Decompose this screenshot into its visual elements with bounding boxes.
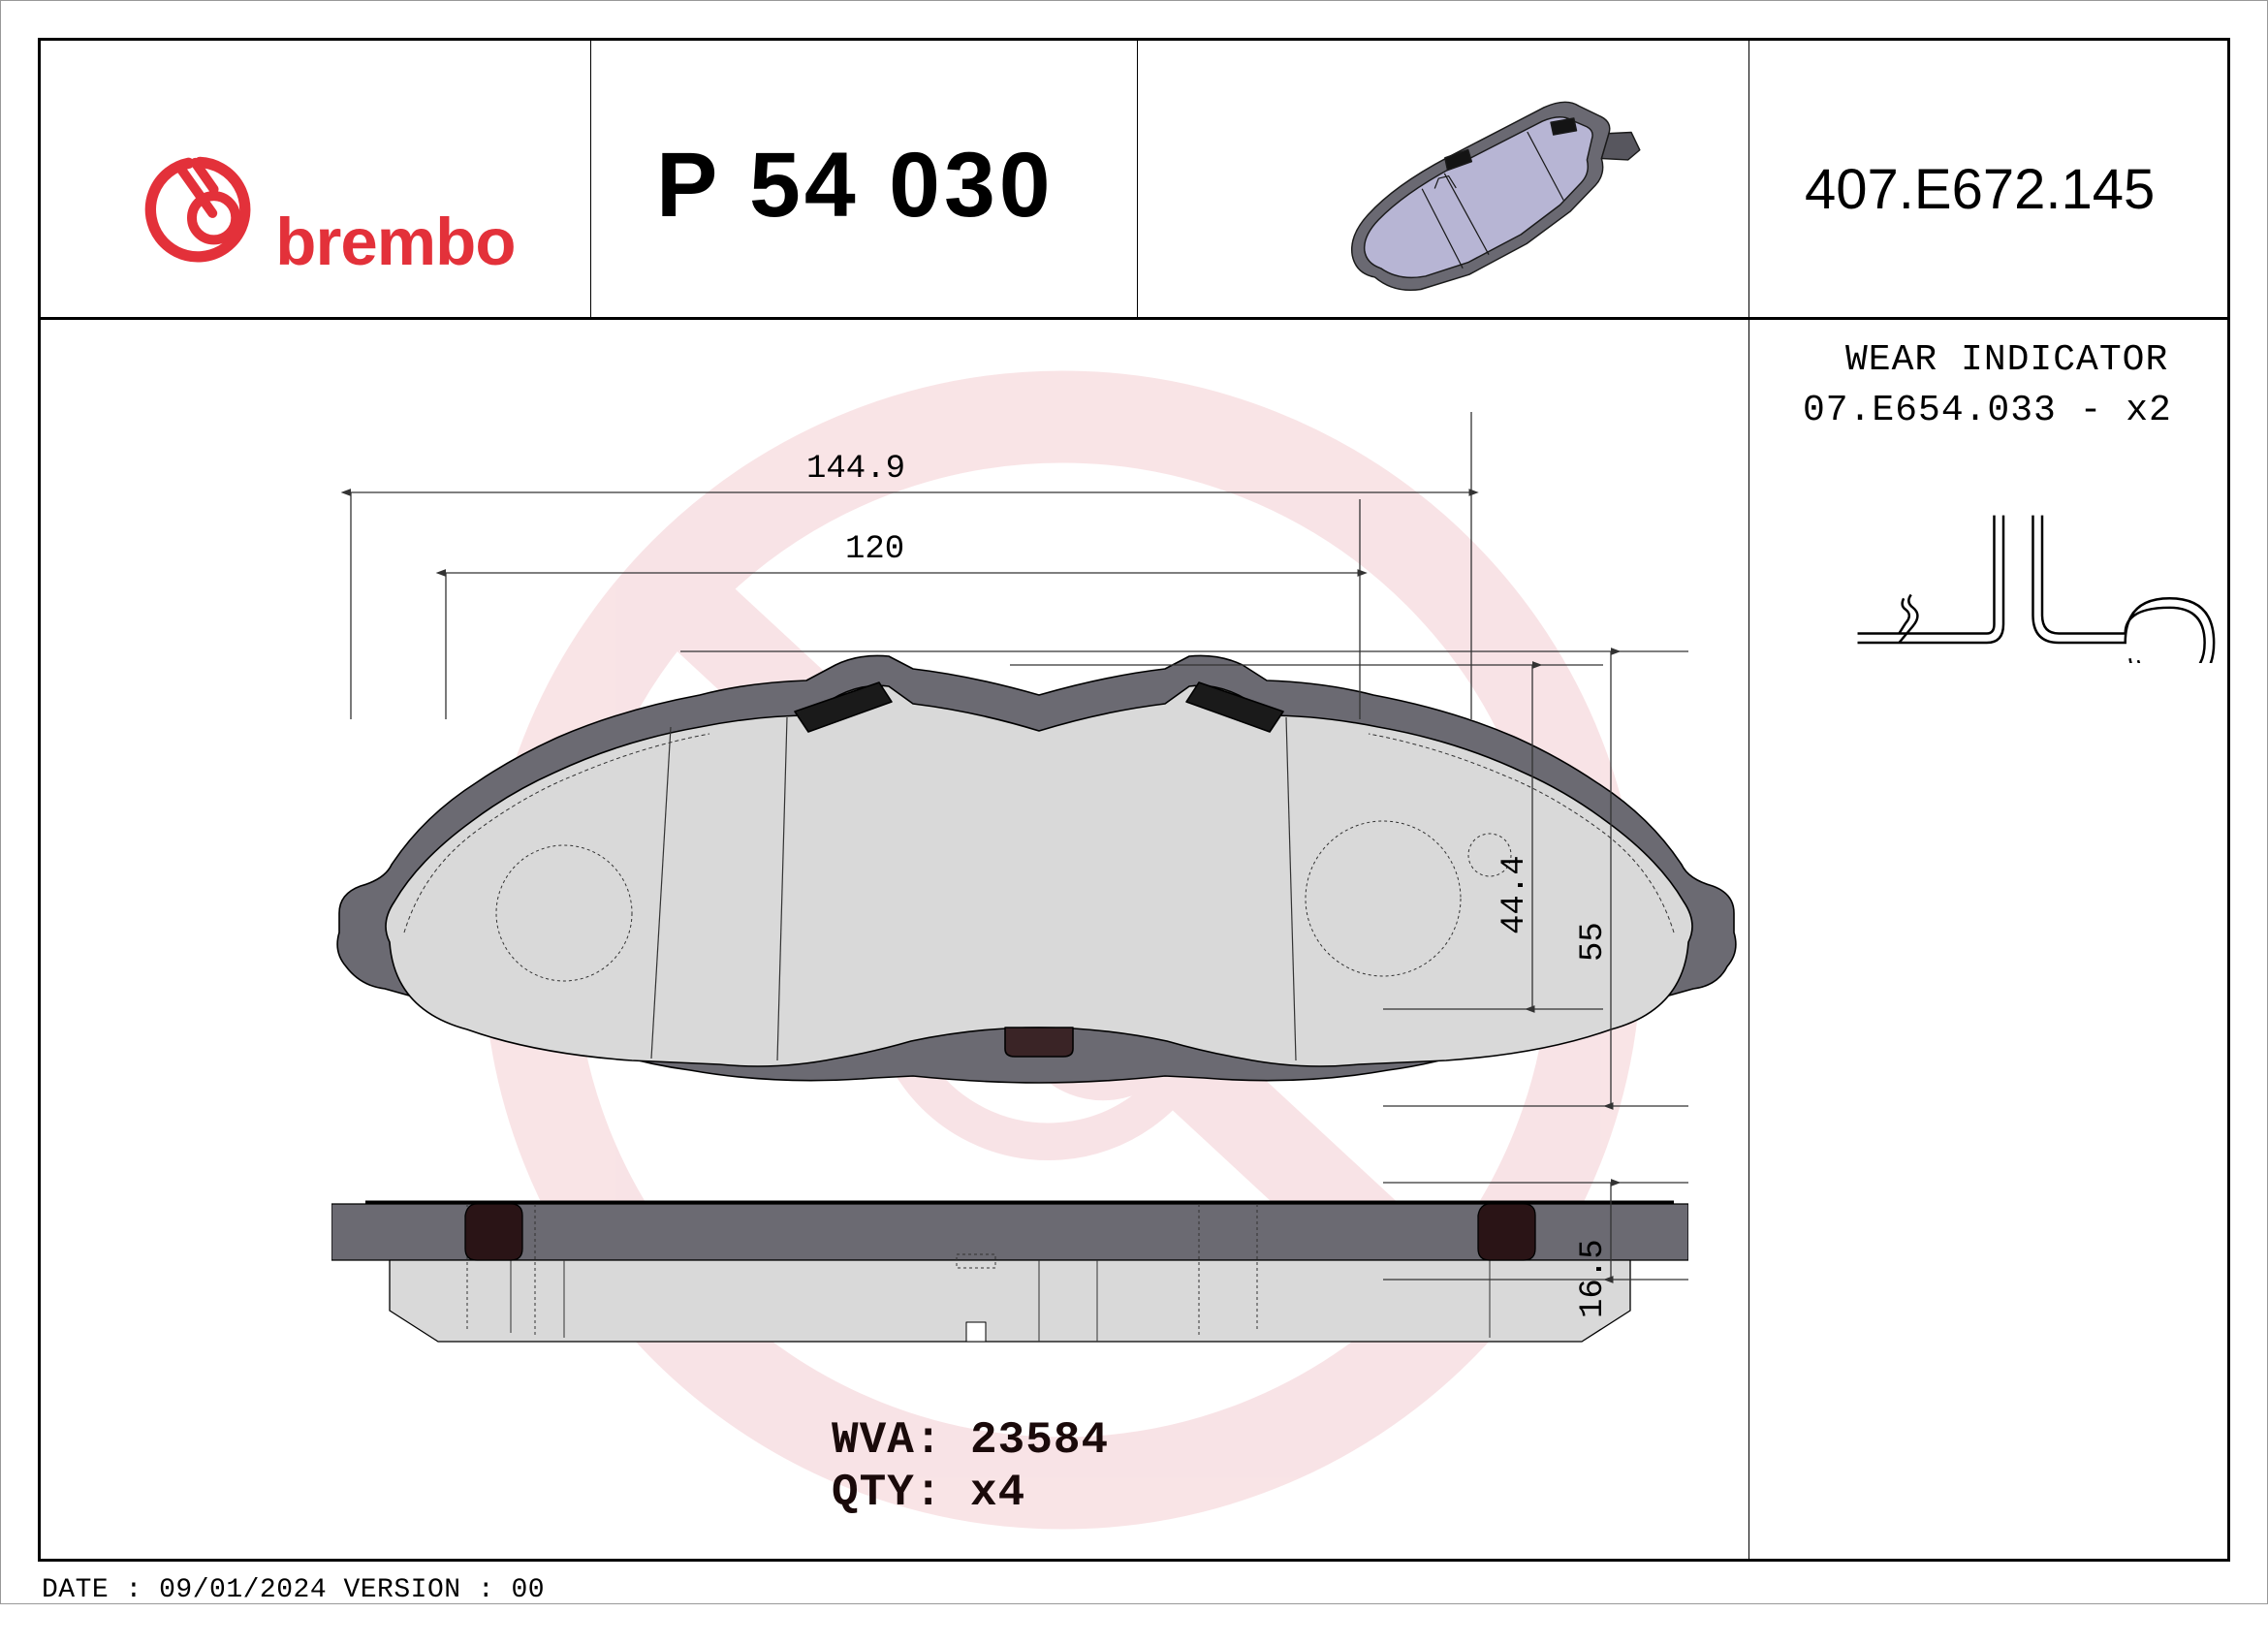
svg-text:120: 120 bbox=[845, 531, 904, 568]
svg-text:144.9: 144.9 bbox=[806, 451, 905, 488]
svg-text:44.4: 44.4 bbox=[1496, 855, 1533, 934]
svg-text:55: 55 bbox=[1575, 922, 1612, 962]
svg-text:16.5: 16.5 bbox=[1575, 1239, 1612, 1318]
